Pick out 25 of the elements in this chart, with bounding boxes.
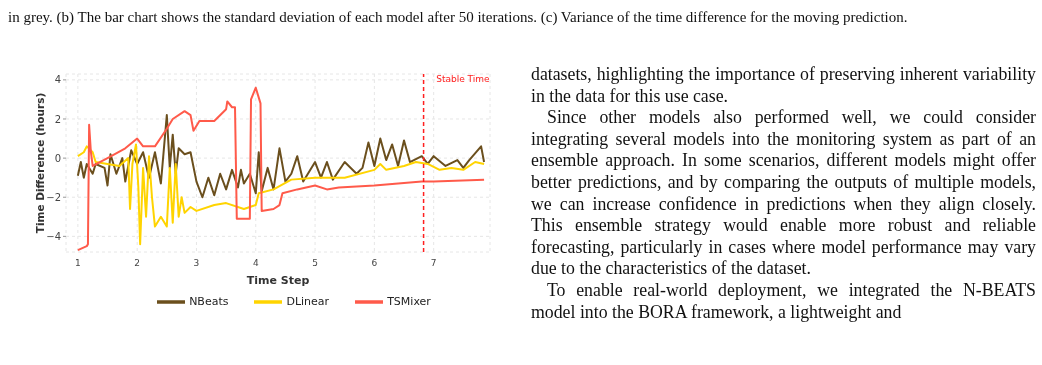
text: in grey. (b) The bar chart shows the standard deviation of each model after 50 iterations. (c) Variance of the time difference for the moving prediction. — [8, 8, 908, 26]
legend-label: DLinear — [286, 295, 330, 308]
text: To enable real-world deployment, we integrated the N-BEATS model into the BORA framework, a lightweight and — [531, 279, 1036, 324]
x-tick-label: 3 — [193, 258, 200, 269]
line-series — [76, 143, 486, 246]
y-tick-label: −2 — [46, 191, 61, 203]
line-series — [76, 114, 486, 199]
x-tick-label: 1 — [74, 258, 81, 269]
y-tick-label: 0 — [54, 152, 61, 164]
legend-label: NBeats — [189, 295, 229, 308]
text: Since other models also performed well, we could consider integrating several models into the monitoring system as part of an ensemble approach. In some scenarios, different models might offer better predictions, and by comparing the outputs of multiple models, we can increase confidence in predictions when they align closely. This ensemble strategy would enable more robust and reliable forecasting, particularly in cases where model performance may vary due to the characteristics of the dataset. — [531, 107, 1036, 280]
y-tick-label: −4 — [46, 230, 61, 242]
x-tick-label: 6 — [371, 258, 378, 269]
y-axis-title: Time Difference (hours) — [33, 92, 46, 234]
x-tick-label: 7 — [430, 258, 437, 269]
x-axis-title: Time Step — [246, 274, 310, 287]
x-tick-label: 4 — [252, 258, 259, 269]
text: datasets, highlighting the importance of preserving inherent variability in the data for this use case. — [531, 64, 1036, 108]
x-tick-label: 5 — [312, 258, 318, 269]
ref-line-label: Stable Time — [436, 74, 491, 85]
legend-label: TSMixer — [387, 295, 431, 308]
x-tick-label: 2 — [134, 258, 141, 269]
y-tick-label: 4 — [54, 74, 61, 86]
line-series — [76, 86, 486, 252]
y-tick-label: 2 — [54, 113, 61, 125]
